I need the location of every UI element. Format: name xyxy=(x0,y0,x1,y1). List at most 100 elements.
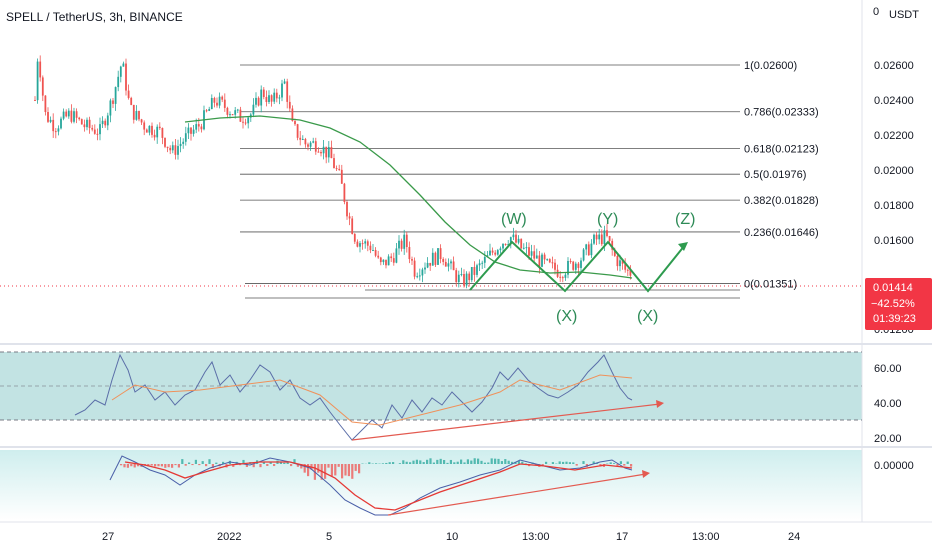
macd-histogram-bar xyxy=(575,464,578,466)
candle-body xyxy=(457,274,460,283)
candle-body xyxy=(125,63,127,91)
macd-histogram-bar xyxy=(487,462,490,464)
macd-histogram-bar xyxy=(405,461,408,464)
macd-histogram-bar xyxy=(514,461,517,464)
candle-body xyxy=(421,269,424,276)
price-tick: 0.01800 xyxy=(874,200,914,212)
candle-body xyxy=(169,147,172,151)
macd-histogram-bar xyxy=(463,462,466,464)
candle-body xyxy=(460,274,463,276)
candle-body xyxy=(522,247,525,249)
candle-body xyxy=(166,146,169,148)
candle-body xyxy=(252,104,255,115)
candle-body xyxy=(626,269,629,271)
candle-body xyxy=(530,251,533,256)
macd-histogram-bar xyxy=(470,460,473,464)
macd-histogram-bar xyxy=(293,459,296,464)
macd-histogram-bar xyxy=(436,459,439,464)
candle-body xyxy=(244,122,247,124)
candle-body xyxy=(283,81,286,84)
candle-body xyxy=(151,125,153,135)
candle-body xyxy=(405,234,408,248)
macd-histogram-bar xyxy=(596,463,599,464)
macd-histogram-bar xyxy=(358,464,361,474)
candle-body xyxy=(260,89,263,106)
rsi-tick-40: 40.00 xyxy=(874,398,902,410)
macd-histogram-bar xyxy=(245,464,248,467)
macd-histogram-bar xyxy=(402,460,405,464)
candle-body xyxy=(148,125,151,133)
candle-body xyxy=(559,276,562,278)
candle-body xyxy=(392,258,395,263)
macd-histogram-bar xyxy=(392,462,395,464)
macd-histogram-bar xyxy=(480,460,483,464)
candle-body xyxy=(541,254,543,267)
macd-histogram-bar xyxy=(184,464,187,466)
candle-body xyxy=(262,89,265,97)
candle-body xyxy=(93,129,96,134)
macd-histogram-bar xyxy=(137,464,140,467)
macd-histogram-bar xyxy=(171,464,174,468)
candle-body xyxy=(413,260,416,277)
macd-histogram-bar xyxy=(201,461,204,464)
candle-body xyxy=(452,261,455,271)
candle-body xyxy=(437,248,439,265)
price-tick: 0.02600 xyxy=(874,60,914,72)
candle-body xyxy=(398,240,400,249)
macd-histogram-bar xyxy=(344,464,347,476)
macd-histogram-bar xyxy=(341,464,344,479)
candle-body xyxy=(187,127,190,134)
wave-drawing[interactable]: (W) (X) (Y) (X) (Z) xyxy=(469,211,695,325)
macd-histogram-bar xyxy=(521,461,524,464)
candle-body xyxy=(153,134,156,138)
macd-histogram-bar xyxy=(177,464,180,468)
candle-body xyxy=(554,262,556,270)
candle-body xyxy=(278,97,281,99)
current-price-tag: 0.01414 −42.52% 01:39:23 xyxy=(865,278,932,330)
macd-histogram-bar xyxy=(334,464,337,476)
fib-level-label: 0.786(0.02333) xyxy=(744,107,819,119)
current-price: 0.01414 xyxy=(873,282,913,294)
candle-body xyxy=(418,275,421,277)
macd-histogram-bar xyxy=(252,464,255,468)
macd-indicator[interactable] xyxy=(109,455,650,516)
moving-average xyxy=(184,115,633,279)
wave-label: (X) xyxy=(637,308,658,325)
macd-histogram-bar xyxy=(473,458,476,464)
candle-body xyxy=(44,95,47,113)
candle-body xyxy=(106,115,109,126)
macd-histogram-bar xyxy=(483,462,486,464)
candle-body xyxy=(171,145,174,151)
fibonacci-retracement[interactable]: 1(0.02600) 0.786(0.02333) 0.618(0.02123) 0.… xyxy=(240,60,819,299)
macd-histogram-bar xyxy=(507,460,510,464)
candle-body xyxy=(88,119,91,128)
rsi-tick-20: 20.00 xyxy=(874,433,902,445)
macd-histogram-bar xyxy=(300,464,303,469)
candle-body xyxy=(223,99,226,108)
candle-body xyxy=(314,141,317,152)
main-pane[interactable] xyxy=(0,0,862,340)
candle-body xyxy=(83,124,86,128)
candle-body xyxy=(229,114,231,116)
candle-body xyxy=(36,61,39,101)
price-tick: 0.01600 xyxy=(874,235,914,247)
macd-histogram-bar xyxy=(558,461,561,464)
candle-body xyxy=(613,249,616,256)
fib-level-label: 0.618(0.02123) xyxy=(744,143,819,155)
candle-body xyxy=(593,234,595,244)
rsi-indicator[interactable] xyxy=(74,353,664,441)
macd-histogram-bar xyxy=(398,463,401,464)
candle-body xyxy=(265,96,268,103)
candle-body xyxy=(470,266,473,281)
candle-body xyxy=(359,243,361,247)
candle-body xyxy=(590,243,593,256)
macd-histogram-bar xyxy=(262,462,265,464)
candle-body xyxy=(551,262,554,264)
wave-label: (W) xyxy=(501,211,527,228)
candle-body xyxy=(455,270,458,283)
candle-body xyxy=(273,92,276,102)
macd-histogram-bar xyxy=(524,463,527,464)
candle-body xyxy=(478,263,481,266)
macd-histogram-bar xyxy=(215,462,218,464)
